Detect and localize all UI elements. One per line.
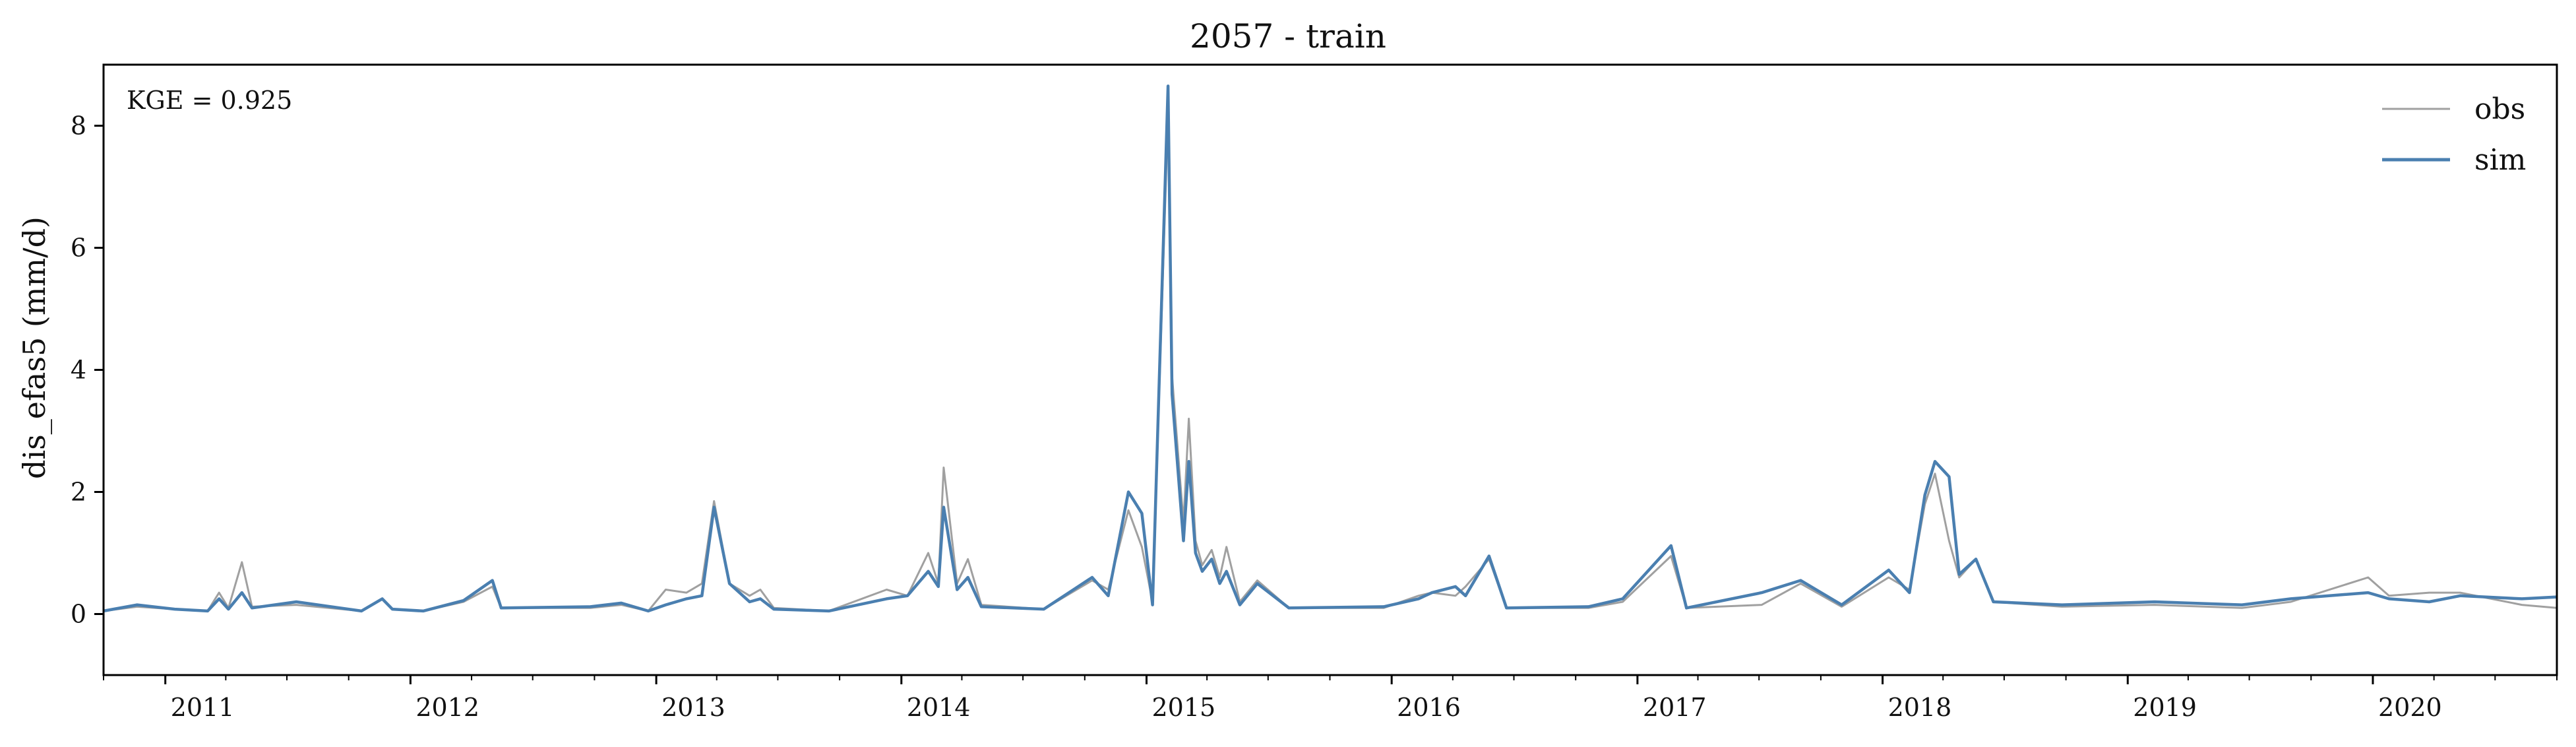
x-tick-label: 2011 [171,693,235,722]
x-tick-label: 2014 [907,693,971,722]
y-tick-label: 2 [71,478,86,507]
series-layer [103,84,2558,613]
x-tick-label: 2016 [1397,693,1461,722]
x-axis: 2011 2012 2013 2014 2015 2016 2017 2018 2019 2020 [103,675,2558,722]
series-line-sim [103,84,2558,613]
y-tick-label: 0 [71,600,86,629]
chart-title: 2057 - train [1190,17,1386,55]
y-tick-label: 4 [71,356,86,385]
x-tick-label: 2018 [1888,693,1952,722]
x-tick-label: 2020 [2378,693,2442,722]
plot-frame [102,63,2558,676]
x-tick-label: 2019 [2133,693,2197,722]
legend: obs sim [2382,92,2526,177]
legend-label-obs: obs [2474,92,2525,126]
y-tick-label: 6 [71,234,86,263]
x-tick-label: 2017 [1643,693,1707,722]
x-tick-label: 2013 [661,693,725,722]
y-tick-label: 8 [71,112,86,141]
kge-annotation: KGE = 0.925 [127,86,292,115]
y-axis: 0 2 4 6 8 [71,112,104,629]
x-tick-label: 2015 [1151,693,1215,722]
y-axis-label: dis_efas5 (mm/d) [16,216,52,479]
legend-label-sim: sim [2474,143,2526,177]
x-tick-label: 2012 [415,693,479,722]
series-line-obs [103,112,2558,612]
